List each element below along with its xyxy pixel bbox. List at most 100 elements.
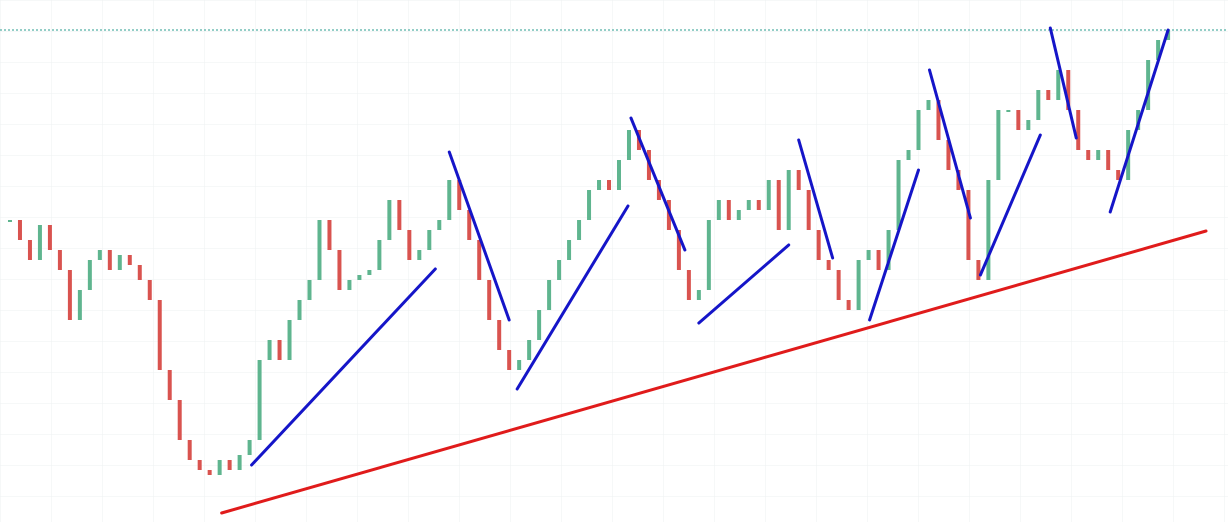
price-bar: [437, 220, 442, 230]
price-bar: [886, 230, 891, 270]
price-bar: [477, 240, 482, 280]
price-bar: [966, 190, 971, 260]
price-bar: [317, 220, 322, 280]
price-bar: [127, 255, 132, 265]
price-bar: [547, 280, 552, 310]
price-bar: [996, 110, 1001, 180]
price-bar: [207, 470, 212, 475]
price-bar: [187, 440, 192, 460]
price-bar: [117, 255, 122, 270]
price-bar: [1106, 150, 1111, 170]
trend-line: [1048, 26, 1078, 140]
price-bar: [37, 225, 42, 260]
price-bar: [906, 150, 911, 160]
price-bar: [766, 180, 771, 210]
price-bar: [1036, 90, 1041, 120]
price-bar: [67, 270, 72, 320]
price-bar: [616, 160, 621, 190]
price-bar: [1086, 150, 1091, 160]
price-bar: [367, 270, 372, 275]
price-bar: [666, 200, 671, 230]
price-bar: [1116, 170, 1121, 180]
price-bar: [497, 320, 502, 350]
price-bar: [447, 180, 452, 220]
price-bar: [327, 220, 332, 250]
price-bar: [1056, 70, 1061, 100]
trend-line: [515, 204, 630, 391]
price-bar: [147, 280, 152, 300]
price-bar: [816, 230, 821, 260]
price-bar: [1026, 120, 1031, 130]
price-bar: [846, 300, 851, 310]
price-bar: [916, 110, 921, 150]
price-bar: [197, 460, 202, 470]
price-bar: [217, 460, 222, 475]
price-bar: [716, 200, 721, 220]
price-bar: [137, 265, 142, 280]
price-bar: [227, 460, 232, 470]
price-bar: [866, 250, 871, 260]
trend-line: [868, 168, 921, 322]
trend-line: [447, 150, 511, 322]
price-bar: [287, 320, 292, 360]
price-bar: [976, 260, 981, 280]
price-bar: [726, 200, 731, 220]
price-bar: [597, 180, 602, 190]
price-bar: [157, 300, 162, 370]
price-bar: [876, 250, 881, 270]
price-bar: [377, 240, 382, 270]
price-bar: [1096, 150, 1101, 160]
price-bar: [856, 260, 861, 310]
price-bar: [387, 200, 392, 240]
trend-line: [797, 138, 835, 260]
price-bar: [397, 200, 402, 230]
price-bar: [826, 260, 831, 270]
price-bar: [946, 140, 951, 170]
trend-line: [697, 243, 791, 325]
trend-line: [250, 267, 437, 467]
price-bar: [676, 230, 681, 270]
price-bar: [257, 360, 262, 440]
price-bar: [57, 250, 62, 270]
price-bar: [986, 180, 991, 280]
trend-line: [220, 229, 1208, 515]
price-bar: [417, 250, 422, 260]
price-bar: [1066, 70, 1071, 110]
price-bar: [517, 360, 522, 370]
price-bar: [167, 370, 172, 400]
price-bar: [77, 290, 82, 320]
price-bar: [1046, 90, 1051, 100]
price-bar: [587, 190, 592, 220]
price-bar: [1016, 110, 1021, 130]
price-bar: [796, 170, 801, 190]
price-bar: [47, 225, 52, 250]
trend-line: [927, 68, 972, 220]
price-bar: [1146, 60, 1151, 110]
price-bar: [17, 220, 22, 240]
price-bar: [626, 130, 631, 160]
price-bar: [457, 180, 462, 210]
price-bar: [896, 160, 901, 230]
price-bar: [87, 260, 92, 290]
price-bar: [297, 300, 302, 320]
price-bar: [746, 200, 751, 210]
price-bar: [427, 230, 432, 250]
price-bar: [836, 270, 841, 300]
price-bar: [247, 440, 252, 455]
price-bar: [507, 350, 512, 370]
price-bar: [756, 200, 761, 210]
price-bar: [706, 220, 711, 290]
price-bar: [487, 280, 492, 320]
price-bar: [537, 310, 542, 340]
price-bar: [337, 250, 342, 290]
trend-line: [629, 116, 687, 252]
price-bar: [557, 260, 562, 280]
trend-line: [1108, 28, 1170, 214]
price-bar: [936, 100, 941, 140]
price-bar: [1166, 30, 1171, 40]
price-bar: [97, 250, 102, 260]
price-bar: [527, 340, 532, 360]
price-bar: [347, 280, 352, 290]
price-bar: [1076, 110, 1081, 150]
